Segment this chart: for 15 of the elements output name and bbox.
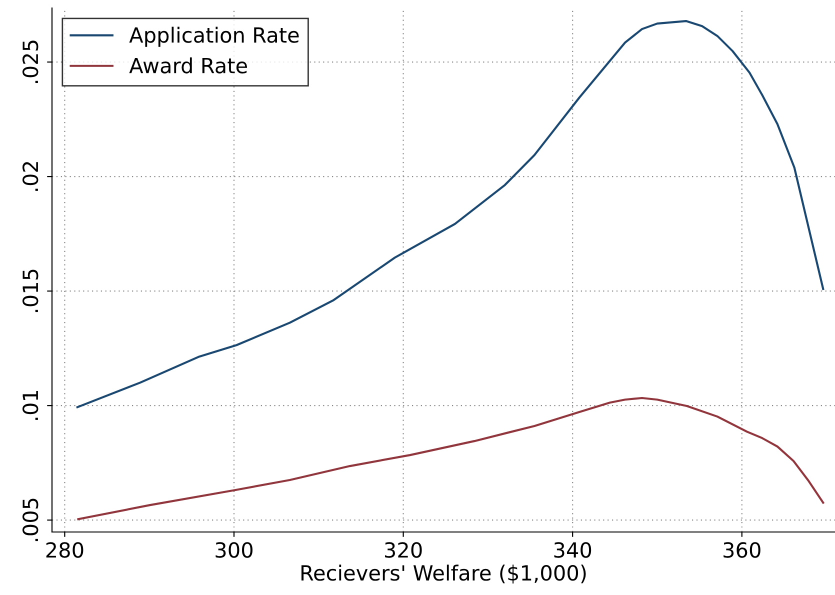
line-series — [77, 396, 824, 520]
x-axis-title: Recievers' Welfare ($1,000) — [301, 564, 586, 584]
y-tick-label: .025 — [22, 40, 38, 84]
x-tick-label: 340 — [554, 542, 592, 558]
x-tick-label: 300 — [216, 542, 252, 558]
y-tick-label: .02 — [22, 162, 38, 191]
x-tick-label: 280 — [46, 542, 84, 558]
legend-label: Application Rate — [129, 26, 299, 47]
x-tick-label: 320 — [385, 542, 422, 558]
x-tick-label: 360 — [724, 542, 760, 558]
y-tick-label: .005 — [22, 498, 38, 542]
y-tick-label: .01 — [22, 390, 38, 420]
legend-label: Award Rate — [129, 57, 248, 74]
y-tick-label: .015 — [22, 270, 38, 312]
line-series — [76, 20, 824, 408]
